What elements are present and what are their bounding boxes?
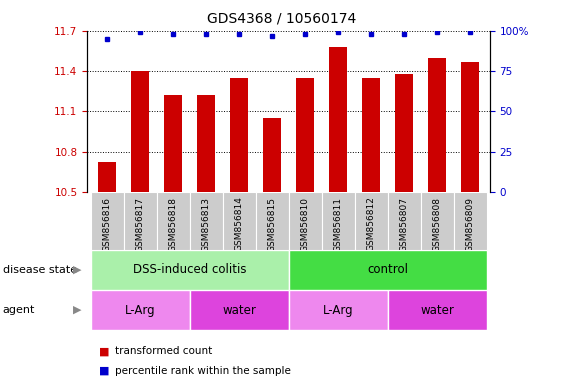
Text: ■: ■ — [99, 366, 109, 376]
Text: GSM856811: GSM856811 — [333, 197, 342, 252]
Bar — [289, 250, 486, 290]
Bar — [98, 162, 116, 192]
Text: DSS-induced colitis: DSS-induced colitis — [133, 263, 246, 276]
Bar — [123, 192, 157, 250]
Bar — [197, 95, 215, 192]
Bar — [263, 118, 281, 192]
Text: GSM856807: GSM856807 — [400, 197, 409, 252]
Bar — [329, 47, 347, 192]
Bar — [190, 290, 289, 330]
Text: disease state: disease state — [3, 265, 77, 275]
Text: agent: agent — [3, 305, 35, 315]
Text: GSM856813: GSM856813 — [202, 197, 211, 252]
Bar — [157, 192, 190, 250]
Bar — [395, 74, 413, 192]
Text: GSM856817: GSM856817 — [136, 197, 145, 252]
Bar — [289, 192, 321, 250]
Bar — [355, 192, 387, 250]
Bar — [387, 290, 486, 330]
Bar — [296, 78, 314, 192]
Bar — [190, 192, 222, 250]
Text: percentile rank within the sample: percentile rank within the sample — [115, 366, 291, 376]
Text: water: water — [222, 304, 256, 316]
Text: L-Arg: L-Arg — [125, 304, 155, 316]
Text: GSM856810: GSM856810 — [301, 197, 310, 252]
Text: GSM856808: GSM856808 — [432, 197, 441, 252]
Bar — [91, 192, 123, 250]
Bar — [428, 58, 446, 192]
Text: ■: ■ — [99, 346, 109, 356]
Text: transformed count: transformed count — [115, 346, 213, 356]
Bar — [230, 78, 248, 192]
Bar — [164, 95, 182, 192]
Bar — [421, 192, 454, 250]
Text: GSM856809: GSM856809 — [466, 197, 475, 252]
Bar — [362, 78, 380, 192]
Text: control: control — [367, 263, 408, 276]
Bar — [461, 61, 479, 192]
Bar — [387, 192, 421, 250]
Bar — [131, 71, 149, 192]
Bar — [289, 290, 387, 330]
Bar — [454, 192, 486, 250]
Bar — [256, 192, 289, 250]
Text: GSM856818: GSM856818 — [168, 197, 177, 252]
Bar — [222, 192, 256, 250]
Text: GSM856814: GSM856814 — [235, 197, 244, 252]
Text: GSM856816: GSM856816 — [102, 197, 111, 252]
Bar — [91, 250, 289, 290]
Text: water: water — [420, 304, 454, 316]
Text: GSM856815: GSM856815 — [267, 197, 276, 252]
Bar — [91, 290, 190, 330]
Text: ▶: ▶ — [73, 305, 82, 315]
Text: GDS4368 / 10560174: GDS4368 / 10560174 — [207, 12, 356, 25]
Text: GSM856812: GSM856812 — [367, 197, 376, 252]
Text: ▶: ▶ — [73, 265, 82, 275]
Bar — [321, 192, 355, 250]
Text: L-Arg: L-Arg — [323, 304, 354, 316]
